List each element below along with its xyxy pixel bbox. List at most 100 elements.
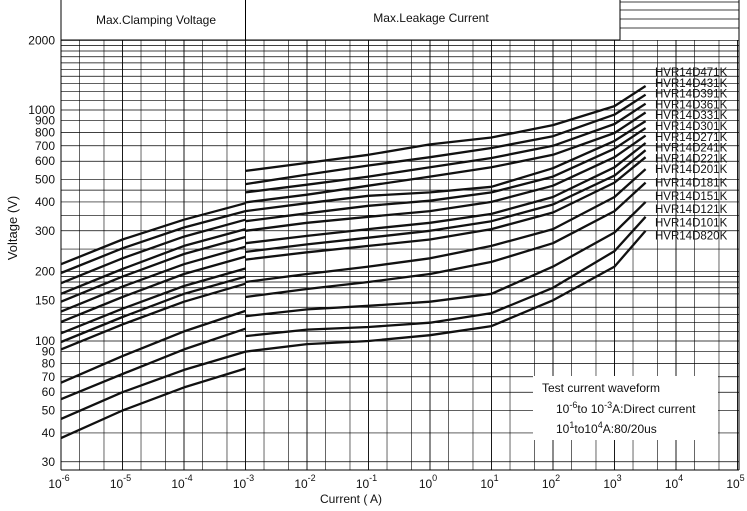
x-tick-label: 10-1 <box>356 473 377 491</box>
y-tick-label: 500 <box>35 173 55 187</box>
clamping-curve-HVR14D151K <box>60 327 246 401</box>
series-label: HVR14D241K <box>655 143 728 155</box>
leakage-curve-HVR14D221K <box>245 149 647 254</box>
x-tick-label: 10-5 <box>110 473 131 491</box>
pulse-b: to10 <box>574 422 598 436</box>
clamping-curve-HVR14D221K <box>60 275 246 344</box>
pulse-c: A:80/20us <box>603 422 657 436</box>
clamping-curve-HVR14D101K <box>60 367 246 440</box>
y-tick-label: 50 <box>42 404 56 418</box>
clamping-curve-HVR14D121K <box>60 350 246 420</box>
y-tick-label: 700 <box>35 139 55 153</box>
grid <box>60 0 740 471</box>
x-tick-label: 104 <box>665 473 683 491</box>
leakage-curve-HVR14D151K <box>245 181 647 299</box>
dc-c: A:Direct current <box>612 402 696 416</box>
clamping-curve-HVR14D361K <box>60 227 246 295</box>
leakage-curve-HVR14D181K <box>245 168 647 284</box>
series-label: HVR14D101K <box>655 217 728 229</box>
series-label: HVR14D391K <box>655 89 728 101</box>
series-labels: HVR14D471KHVR14D431KHVR14D391KHVR14D361K… <box>655 67 728 243</box>
y-tick-label: 2000 <box>28 33 55 47</box>
y-tick-label: 30 <box>42 455 56 469</box>
clamping-curve-HVR14D471K <box>60 202 246 266</box>
test-waveform-line-pulse: 101to104A:80/20us <box>556 420 657 436</box>
x-axis-ticks: 10-6 10-5 10-4 10-3 10-2 10-1 100 101 102 103 104 1… <box>48 473 744 491</box>
series-label: HVR14D331K <box>655 110 728 122</box>
leakage-curve-HVR14D101K <box>245 216 647 338</box>
series-label: HVR14D181K <box>655 178 728 190</box>
leakage-curve-HVR14D471K <box>245 85 647 173</box>
x-tick-label: 103 <box>603 473 621 491</box>
clamping-curve-HVR14D301K <box>60 245 246 313</box>
y-tick-label: 300 <box>35 224 55 238</box>
y-tick-label: 60 <box>42 385 56 399</box>
pulse-b-exp: 4 <box>598 420 603 430</box>
series-label: HVR14D201K <box>655 164 728 176</box>
y-tick-label: 600 <box>35 154 55 168</box>
y-tick-label: 100 <box>35 334 55 348</box>
leakage-curve-HVR14D121K <box>245 201 647 318</box>
series-label: HVR14D820K <box>655 231 728 243</box>
leakage-curve-HVR14D241K <box>245 142 647 245</box>
leakage-curve-HVR14D820K <box>245 230 647 353</box>
header-max-clamping-voltage: Max.Clamping Voltage <box>96 13 216 27</box>
clamping-curve-HVR14D391K <box>60 218 246 285</box>
clamping-curve-HVR14D201K <box>60 282 246 351</box>
x-tick-label: 10-6 <box>48 473 69 491</box>
x-tick-label: 101 <box>480 473 498 491</box>
leakage-curve-HVR14D431K <box>245 93 647 186</box>
y-axis-label: Voltage (V) <box>5 196 20 260</box>
test-waveform-box-bg <box>533 376 718 440</box>
x-tick-label: 105 <box>726 473 744 491</box>
y-tick-label: 150 <box>35 293 55 307</box>
header-max-leakage-current: Max.Leakage Current <box>373 11 489 25</box>
test-waveform-line-dc: 10-6to 10-3A:Direct current <box>556 400 696 416</box>
pulse-a-exp: 1 <box>569 420 574 430</box>
y-tick-label: 90 <box>42 345 56 359</box>
y-tick-label: 70 <box>42 370 56 384</box>
y-tick-label: 900 <box>35 114 55 128</box>
x-tick-label: 102 <box>542 473 560 491</box>
dc-a: 10 <box>556 402 570 416</box>
clamping-curve-HVR14D181K <box>60 309 246 384</box>
clamping-curve-HVR14D331K <box>60 235 246 303</box>
leakage-curve-HVR14D201K <box>245 156 647 261</box>
series-label: HVR14D431K <box>655 78 728 90</box>
x-tick-label: 100 <box>419 473 437 491</box>
y-tick-label: 40 <box>42 426 56 440</box>
x-tick-label: 10-2 <box>294 473 315 491</box>
y-tick-label: 80 <box>42 356 56 370</box>
curves <box>60 85 647 440</box>
leakage-curve-HVR14D361K <box>245 111 647 204</box>
x-axis-label: Current ( A) <box>320 492 382 506</box>
leakage-curve-HVR14D331K <box>245 120 647 213</box>
series-label: HVR14D221K <box>655 153 728 165</box>
dc-b: to 10 <box>577 402 604 416</box>
series-label: HVR14D121K <box>655 204 728 216</box>
y-tick-label: 800 <box>35 125 55 139</box>
clamping-curve-HVR14D431K <box>60 209 246 275</box>
series-label: HVR14D301K <box>655 121 728 133</box>
series-label: HVR14D361K <box>655 99 728 111</box>
series-label: HVR14D271K <box>655 132 728 144</box>
test-waveform-box: Test current waveform 10-6to 10-3A:Direc… <box>533 376 718 440</box>
x-tick-label: 10-3 <box>233 473 254 491</box>
leakage-curve-HVR14D301K <box>245 127 647 223</box>
leakage-curve-HVR14D271K <box>245 134 647 232</box>
header-row: Max.Clamping Voltage Max.Leakage Current <box>96 11 489 27</box>
leakage-curve-HVR14D391K <box>245 102 647 194</box>
dc-a-exp: -6 <box>569 400 577 410</box>
x-tick-label: 10-4 <box>171 473 192 491</box>
clamping-curve-HVR14D241K <box>60 267 246 335</box>
pulse-a: 10 <box>556 422 570 436</box>
dc-b-exp: -3 <box>604 400 612 410</box>
test-waveform-title: Test current waveform <box>542 381 660 395</box>
clamping-curve-HVR14D271K <box>60 255 246 323</box>
series-label: HVR14D471K <box>655 67 728 79</box>
y-tick-label: 400 <box>35 195 55 209</box>
y-tick-label: 1000 <box>28 103 55 117</box>
y-tick-label: 200 <box>35 264 55 278</box>
